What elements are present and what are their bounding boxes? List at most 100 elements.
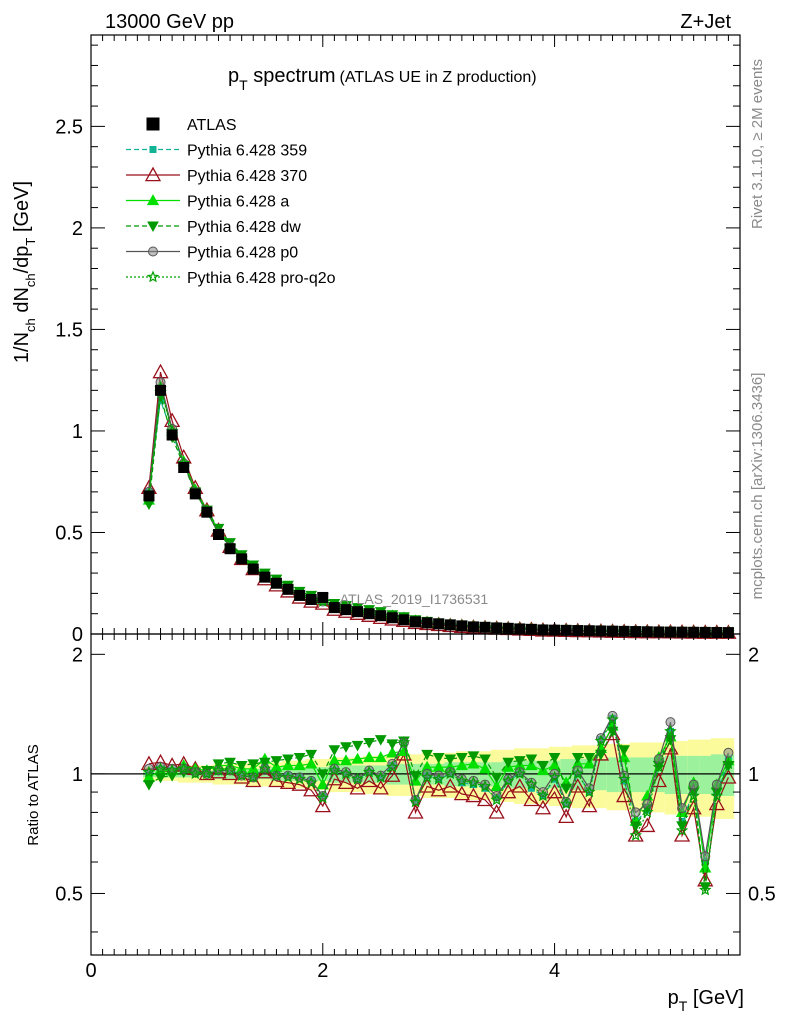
ratio-pa-point [305,757,318,769]
ratio-p370-point [384,767,401,782]
ratio-pp0-point [723,747,734,758]
main-atlas-data-point [433,618,445,630]
ratio-p370-point [361,772,378,788]
main-atlas-data-point [421,617,433,629]
ratio-pq2o-point [397,735,411,748]
ratio-pp0-point [630,807,641,818]
ratio-pdw-point [560,783,573,795]
ratio-p370-point [465,787,482,803]
main-atlas-data-point [352,606,364,618]
ratio-y-tick-label-left: 2 [72,644,83,666]
main-atlas-data-point [340,604,352,616]
legend-label-data: ATLAS [187,117,237,134]
ratio-pq2o-point [629,828,643,841]
ratio-pq2o-point [200,767,214,780]
legend-marker-pp0 [148,246,158,257]
main-atlas-data-point [282,583,294,595]
ratio-p370-point [337,774,355,789]
ratio-pq2o-point [478,779,492,792]
main-atlas-data-point [328,602,340,614]
legend-marker-data [146,117,160,131]
ylabel-part: dN [11,287,33,318]
xlabel-p: p [668,987,679,1009]
ratio-pa-point [386,746,399,758]
y-tick-label: 0 [72,624,83,646]
ratio-band-inner [722,754,735,796]
ratio-pdw-point [490,772,503,784]
ratio-pq2o-point [304,776,318,789]
ratio-pdw-point [595,749,607,761]
ratio-pq2o-point [188,767,202,780]
main-atlas-data-point [294,589,306,601]
ratio-pq2o-point [687,789,700,802]
ratio-p370-point [442,778,459,793]
ratio-pdw-point [340,742,352,753]
ylabel-part: [GeV] [11,181,33,238]
ratio-pa-point [316,778,329,790]
ratio-pa-point [339,754,353,766]
main-atlas-data-point [155,384,167,396]
ratio-y-tick-label-right: 1 [748,764,759,786]
ratio-pq2o-point [154,762,167,775]
rivet-version-text: Rivet 3.1.10, ≥ 2M events [749,59,766,229]
main-atlas-data-point [212,529,224,541]
ratio-pdw-point [374,735,387,746]
ratio-pq2o-point [374,770,387,783]
ratio-pq2o-point [351,772,364,785]
ratio-pq2o-point [316,791,329,804]
ratio-pq2o-point [362,765,376,778]
ratio-pq2o-point [606,713,619,725]
ylabel-part: /dp [11,246,33,274]
ratio-band-inner [560,759,572,791]
x-tick-label: 0 [85,960,96,982]
ratio-p370-point [453,785,470,801]
ratio-pa-point [351,752,364,764]
ratio-band-inner [687,755,700,794]
ratio-pq2o-point [409,795,422,808]
ratio-p370-point [546,783,563,799]
ratio-pq2o-point [165,763,179,776]
ratio-pq2o-point [490,793,503,806]
ratio-pq2o-point [594,734,608,747]
ratio-pq2o-point [223,763,237,776]
ratio-pdw-point [618,745,630,756]
ratio-pdw-point [328,745,341,756]
ratio-pdw-point [293,752,306,764]
ratio-pq2o-point [571,767,584,780]
y-tick-label: 1.5 [55,319,83,341]
y-axis-label-ratio: Ratio to ATLAS [25,744,42,845]
ratio-pq2o-point [293,772,306,785]
ratio-pq2o-point [281,770,295,783]
ratio-pq2o-point [525,778,538,790]
ratio-y-tick-label-right: 0.5 [748,883,776,905]
ratio-y-tick-label-left: 1 [72,764,83,786]
ratio-pq2o-point [247,770,260,783]
ratio-pa-point [467,757,480,769]
ratio-p370-point [720,769,737,784]
x-tick-label: 4 [549,960,560,982]
ratio-pq2o-point [664,724,677,737]
mcplots-credit-text: mcplots.cern.ch [arXiv:1306.3436] [749,373,766,600]
ratio-pq2o-point [641,805,654,818]
ratio-y-tick-label-right: 2 [748,644,759,666]
ylabel-sub: ch [23,318,38,332]
ratio-pq2o-point [328,763,341,776]
ratio-pa-point [374,751,387,763]
ratio-band-inner [664,755,677,794]
ratio-pdw-point [351,740,364,752]
ratio-pp0-point [688,779,699,790]
ratio-pdw-point [316,769,329,780]
plot-title: pT spectrum (ATLAS UE in Z production) [228,65,537,93]
ratio-band-inner [676,755,688,794]
ratio-pq2o-point [675,824,689,836]
y-axis-label-main: 1/Nch dNch/dpT [GeV] [11,181,38,363]
main-atlas-data-point [178,461,190,473]
ratio-pdw-point [513,756,526,767]
ratio-pdw-point [386,739,399,750]
main-atlas-data-point [398,614,410,626]
main-atlas-data-point [259,571,271,583]
ratio-pdw-point [224,757,236,769]
ratio-pq2o-point [270,769,283,781]
ratio-pq2o-point [710,789,724,802]
ratio-pdw-point [143,780,155,791]
